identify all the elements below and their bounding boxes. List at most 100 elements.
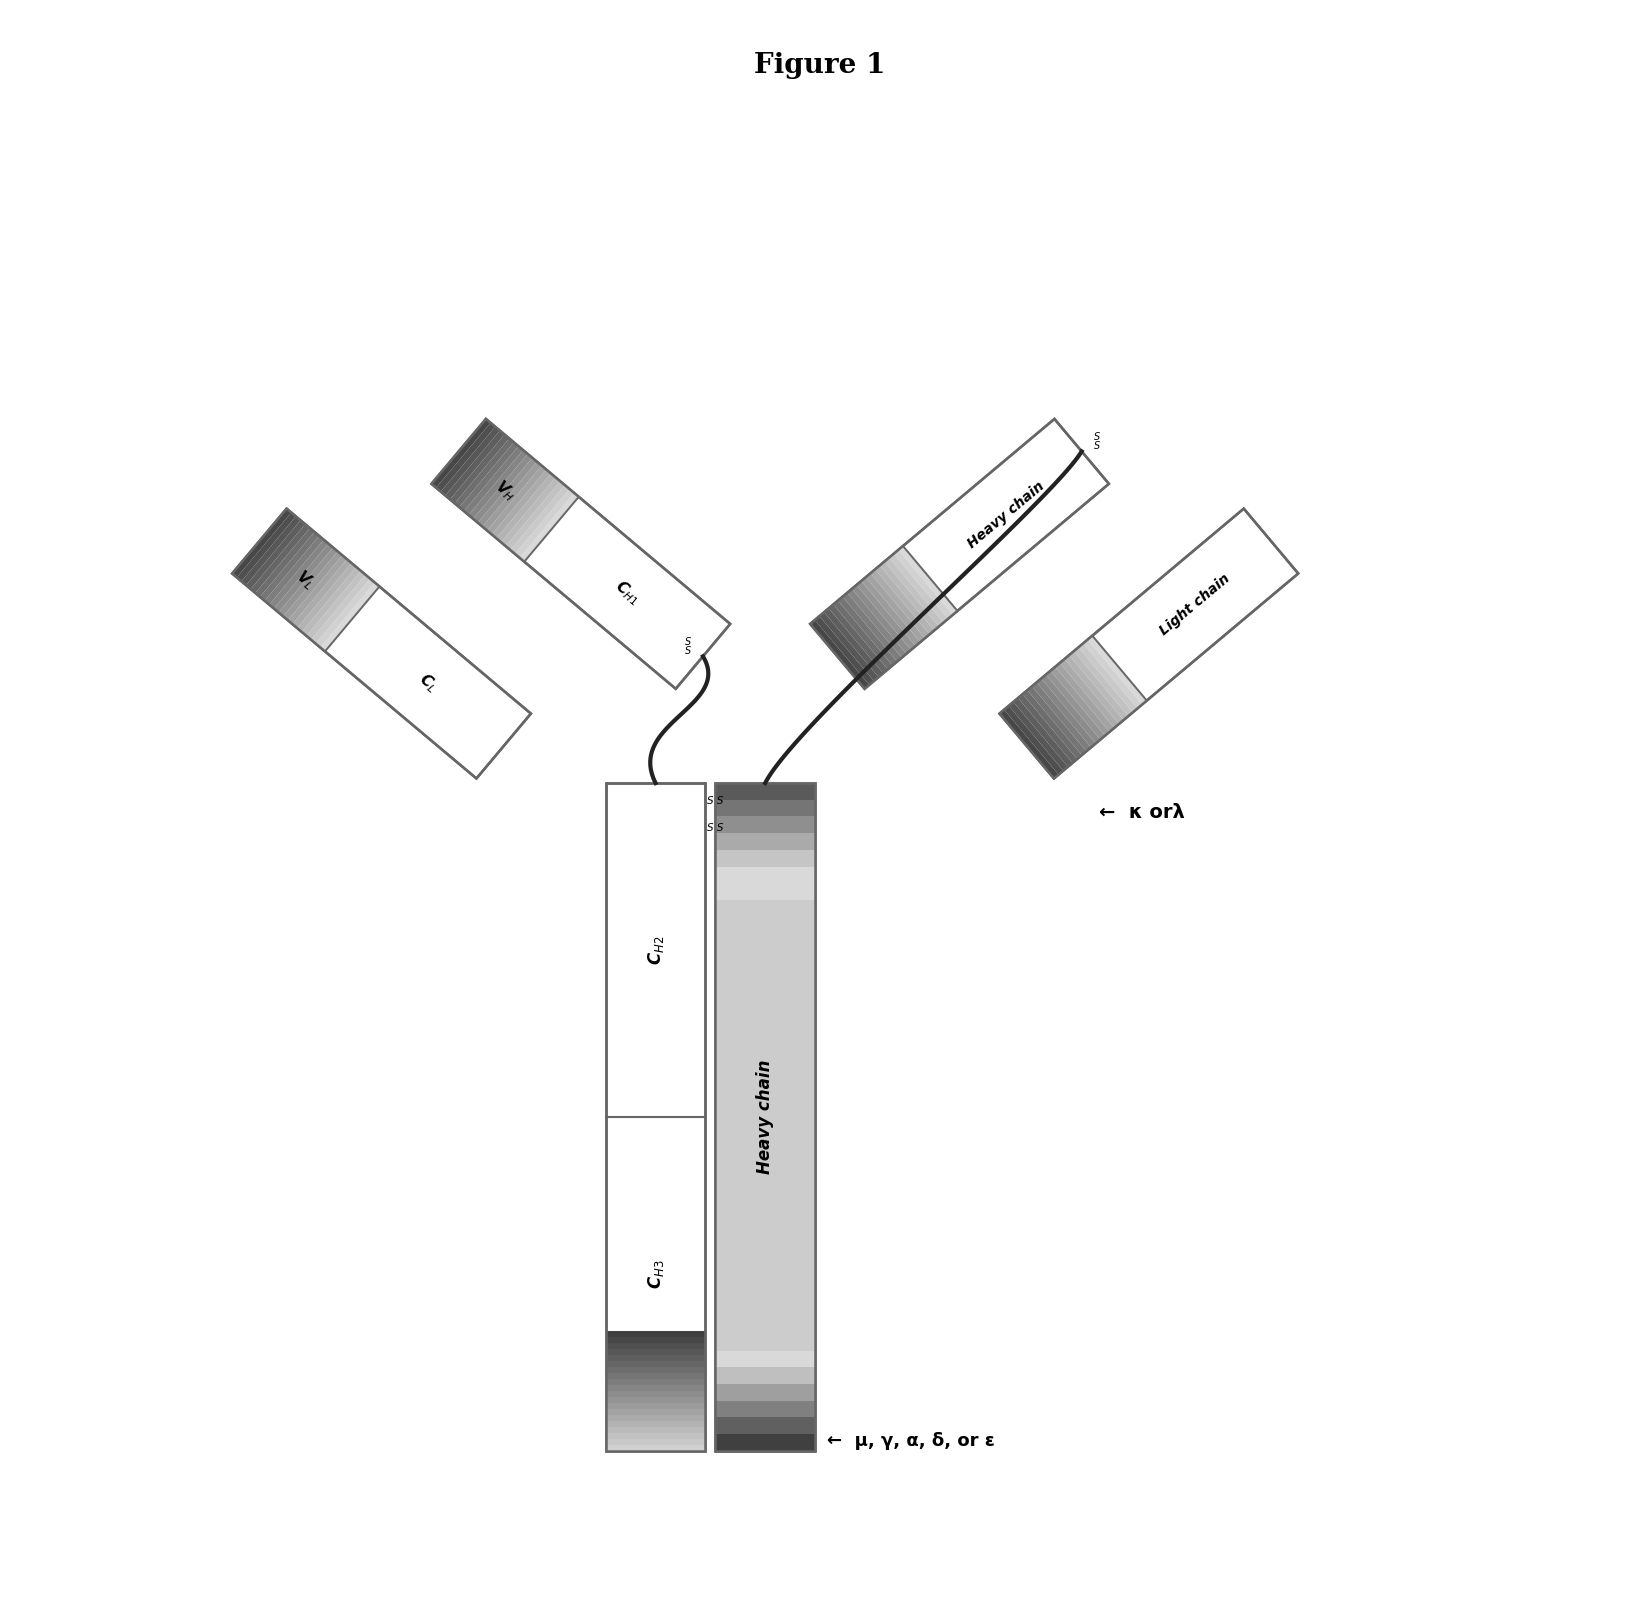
- Polygon shape: [606, 1420, 705, 1427]
- Polygon shape: [871, 569, 930, 638]
- Polygon shape: [606, 1433, 705, 1439]
- Polygon shape: [715, 1183, 815, 1201]
- Polygon shape: [501, 478, 560, 547]
- Polygon shape: [715, 1318, 815, 1334]
- Polygon shape: [606, 1391, 705, 1396]
- Polygon shape: [820, 612, 879, 681]
- Polygon shape: [715, 782, 815, 1451]
- Polygon shape: [879, 561, 938, 630]
- Polygon shape: [1022, 691, 1081, 758]
- Text: C$_L$: C$_L$: [414, 670, 440, 696]
- Polygon shape: [237, 513, 296, 582]
- Text: ←  μ, γ, α, δ, or ε: ← μ, γ, α, δ, or ε: [826, 1431, 996, 1449]
- Polygon shape: [606, 1348, 705, 1355]
- Polygon shape: [715, 1351, 815, 1367]
- Polygon shape: [866, 574, 925, 643]
- Text: S S: S S: [708, 822, 725, 834]
- Polygon shape: [606, 1343, 705, 1348]
- Polygon shape: [292, 559, 352, 628]
- Polygon shape: [715, 951, 815, 967]
- Polygon shape: [460, 442, 519, 511]
- Polygon shape: [606, 1444, 705, 1451]
- Polygon shape: [265, 535, 324, 604]
- Polygon shape: [1050, 667, 1109, 736]
- Polygon shape: [715, 1234, 815, 1250]
- Polygon shape: [1004, 705, 1063, 774]
- Polygon shape: [606, 1361, 705, 1367]
- Polygon shape: [463, 446, 522, 515]
- Polygon shape: [715, 1417, 815, 1435]
- Polygon shape: [450, 434, 509, 503]
- Polygon shape: [519, 494, 578, 561]
- Text: Figure 1: Figure 1: [754, 51, 886, 79]
- Polygon shape: [242, 516, 301, 585]
- Polygon shape: [838, 596, 897, 665]
- Polygon shape: [999, 508, 1298, 779]
- Polygon shape: [1088, 636, 1147, 704]
- Polygon shape: [1009, 702, 1068, 771]
- Polygon shape: [715, 1151, 815, 1167]
- Polygon shape: [715, 933, 815, 951]
- Text: Heavy chain: Heavy chain: [964, 479, 1047, 551]
- Polygon shape: [715, 834, 815, 850]
- Polygon shape: [269, 540, 329, 609]
- Polygon shape: [861, 577, 920, 646]
- Text: C$_{H1}$: C$_{H1}$: [611, 577, 644, 609]
- Polygon shape: [1042, 675, 1101, 744]
- Polygon shape: [1019, 694, 1078, 763]
- Polygon shape: [483, 462, 542, 531]
- Polygon shape: [496, 473, 555, 542]
- Polygon shape: [715, 1117, 815, 1133]
- Polygon shape: [1070, 651, 1129, 720]
- Polygon shape: [856, 580, 915, 649]
- Polygon shape: [1078, 643, 1137, 712]
- Polygon shape: [715, 1300, 815, 1318]
- Polygon shape: [1047, 670, 1106, 739]
- Text: C$_{H2}$: C$_{H2}$: [646, 935, 665, 965]
- Polygon shape: [302, 567, 361, 636]
- Polygon shape: [715, 800, 815, 816]
- Polygon shape: [810, 418, 1109, 689]
- Polygon shape: [514, 489, 573, 558]
- Polygon shape: [288, 555, 347, 624]
- Polygon shape: [606, 1396, 705, 1403]
- Polygon shape: [606, 1355, 705, 1361]
- Polygon shape: [715, 883, 815, 899]
- Polygon shape: [715, 1000, 815, 1016]
- Polygon shape: [1055, 664, 1114, 731]
- Polygon shape: [606, 1439, 705, 1444]
- Polygon shape: [715, 816, 815, 834]
- Polygon shape: [606, 1403, 705, 1409]
- Polygon shape: [506, 481, 565, 550]
- Polygon shape: [606, 1367, 705, 1372]
- Polygon shape: [876, 566, 935, 635]
- Polygon shape: [297, 563, 357, 632]
- Polygon shape: [715, 1016, 815, 1034]
- Polygon shape: [1075, 648, 1132, 717]
- Polygon shape: [715, 1050, 815, 1068]
- Polygon shape: [899, 547, 958, 616]
- Polygon shape: [715, 1284, 815, 1300]
- Polygon shape: [894, 550, 953, 619]
- Text: Heavy chain: Heavy chain: [756, 1060, 774, 1173]
- Polygon shape: [606, 1409, 705, 1415]
- Polygon shape: [884, 558, 943, 627]
- Polygon shape: [246, 521, 306, 588]
- Polygon shape: [279, 548, 338, 616]
- Polygon shape: [1037, 678, 1096, 747]
- Polygon shape: [445, 431, 504, 500]
- Polygon shape: [511, 486, 570, 555]
- Polygon shape: [715, 1201, 815, 1217]
- Polygon shape: [715, 1383, 815, 1401]
- Polygon shape: [232, 508, 291, 577]
- Polygon shape: [606, 1427, 705, 1433]
- Polygon shape: [311, 575, 370, 644]
- Polygon shape: [491, 470, 550, 539]
- Polygon shape: [715, 967, 815, 983]
- Polygon shape: [478, 458, 537, 527]
- Polygon shape: [432, 418, 729, 689]
- Polygon shape: [715, 1133, 815, 1151]
- Polygon shape: [1027, 686, 1086, 755]
- Text: Light chain: Light chain: [1157, 571, 1234, 638]
- Polygon shape: [889, 553, 948, 622]
